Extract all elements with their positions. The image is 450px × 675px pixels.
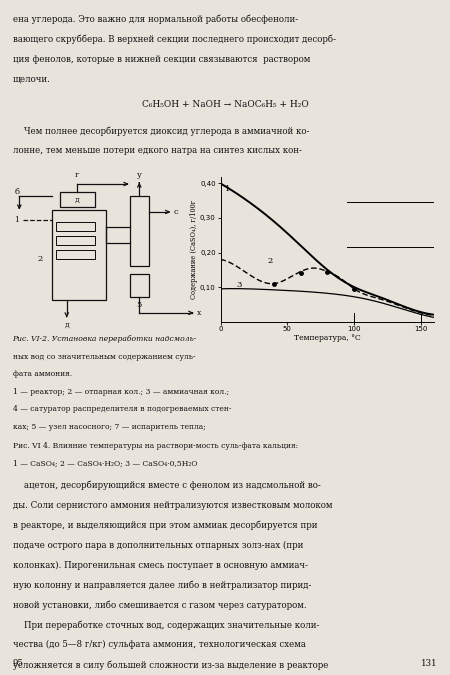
Bar [130,196,149,266]
Text: ную колонну и направляется далее либо в нейтрализатор пирид-: ную колонну и направляется далее либо в … [13,580,311,590]
Text: Рис. VI 4. Влияние температуры на раствори-мость суль-фата кальция:: Рис. VI 4. Влияние температуры на раство… [13,443,298,450]
Text: ция фенолов, которые в нижней секции связываются  раствором: ция фенолов, которые в нижней секции свя… [13,55,310,63]
Bar [60,192,95,207]
Text: лонне, тем меньше потери едкого натра на синтез кислых кон-: лонне, тем меньше потери едкого натра на… [13,146,302,155]
Text: 95: 95 [13,659,23,668]
X-axis label: Температура, °C: Температура, °C [294,334,361,342]
Text: Чем полнее десорбируется диоксид углерода в аммиачной ко-: Чем полнее десорбируется диоксид углерод… [13,126,309,136]
Text: с: с [174,208,179,216]
Text: ацетон, десорбирующийся вместе с фенолом из надсмольной во-: ацетон, десорбирующийся вместе с фенолом… [13,481,320,491]
Bar [52,211,106,300]
Bar [130,274,149,297]
Text: чества (до 5—8 г/кг) сульфата аммония, технологическая схема: чества (до 5—8 г/кг) сульфата аммония, т… [13,640,306,649]
Text: 131: 131 [421,659,437,668]
Text: 5: 5 [137,301,142,309]
Text: ена углерода. Это важно для нормальной работы обесфеноли-: ена углерода. Это важно для нормальной р… [13,15,298,24]
Text: б: б [14,188,19,196]
Text: При переработке сточных вод, содержащих значительные коли-: При переработке сточных вод, содержащих … [13,620,319,630]
Text: в реакторе, и выделяющийся при этом аммиак десорбируется при: в реакторе, и выделяющийся при этом амми… [13,521,317,531]
Text: 4 — сатуратор распределителя в подогреваемых стен-: 4 — сатуратор распределителя в подогрева… [13,405,231,413]
Text: фата аммония.: фата аммония. [13,370,72,378]
Text: д: д [64,321,69,329]
Bar [56,222,95,231]
Text: х: х [197,309,202,317]
Text: вающего скруббера. В верхней секции последнего происходит десорб-: вающего скруббера. В верхней секции посл… [13,35,336,45]
Text: д: д [75,196,80,204]
Text: колонках). Пирогенильная смесь поступает в основную аммиач-: колонках). Пирогенильная смесь поступает… [13,560,307,570]
Text: 1 — CaSO₄; 2 — CaSO₄·H₂O; 3 — CaSO₄·0,5H₂O: 1 — CaSO₄; 2 — CaSO₄·H₂O; 3 — CaSO₄·0,5H… [13,460,197,468]
Text: ках; 5 — узел насосного; 7 — испаритель тепла;: ках; 5 — узел насосного; 7 — испаритель … [13,423,206,431]
Text: 2: 2 [267,257,273,265]
Text: C₆H₅OH + NaOH → NaOC₆H₅ + H₂O: C₆H₅OH + NaOH → NaOC₆H₅ + H₂O [142,100,308,109]
Text: 1: 1 [14,216,19,223]
Text: ды. Соли сернистого аммония нейтрализуются известковым молоком: ды. Соли сернистого аммония нейтрализуют… [13,501,332,510]
Text: Рис. VI-2. Установка переработки надсмоль-: Рис. VI-2. Установка переработки надсмол… [13,335,197,343]
Text: г: г [75,171,80,180]
Text: 1: 1 [225,184,230,192]
Text: щелочи.: щелочи. [13,75,50,84]
Text: подаче острого пара в дополнительных отпарных золз-нах (при: подаче острого пара в дополнительных отп… [13,541,303,550]
Y-axis label: Содержание (CaSO₄), г/100г: Содержание (CaSO₄), г/100г [190,199,198,299]
Text: 2: 2 [37,254,42,263]
Text: ных вод со значительным содержанием суль-: ных вод со значительным содержанием суль… [13,352,195,360]
Text: 3: 3 [237,281,242,290]
Bar [56,250,95,259]
Text: новой установки, либо смешивается с газом через сатуратором.: новой установки, либо смешивается с газо… [13,601,306,610]
Text: у: у [137,171,142,180]
Text: 1 — реактор; 2 — отпарная кол.; 3 — аммиачная кол.;: 1 — реактор; 2 — отпарная кол.; 3 — амми… [13,387,229,396]
Text: усложняется в силу большей сложности из-за выделение в реакторе: усложняется в силу большей сложности из-… [13,660,328,670]
Bar [56,236,95,244]
